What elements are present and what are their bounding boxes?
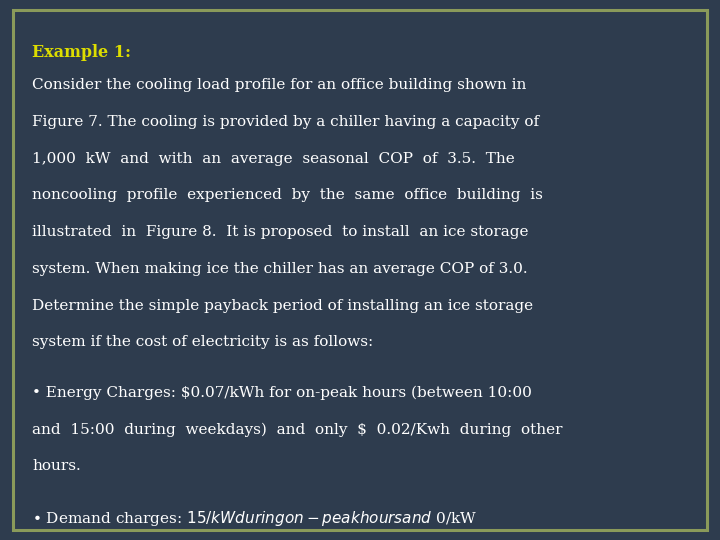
Text: illustrated  in  Figure 8.  It is proposed  to install  an ice storage: illustrated in Figure 8. It is proposed …: [32, 225, 529, 239]
Text: • Demand charges: $15/kW during on-peak hours and $ 0/kW: • Demand charges: $15/kW during on-peak …: [32, 509, 477, 528]
Text: Figure 7. The cooling is provided by a chiller having a capacity of: Figure 7. The cooling is provided by a c…: [32, 115, 539, 129]
Text: Consider the cooling load profile for an office building shown in: Consider the cooling load profile for an…: [32, 78, 527, 92]
Text: and  15:00  during  weekdays)  and  only  $  0.02/Kwh  during  other: and 15:00 during weekdays) and only $ 0.…: [32, 422, 563, 437]
Text: system. When making ice the chiller has an average COP of 3.0.: system. When making ice the chiller has …: [32, 262, 528, 276]
Text: • Energy Charges: $0.07/kWh for on-peak hours (between 10:00: • Energy Charges: $0.07/kWh for on-peak …: [32, 386, 532, 400]
Text: 1,000  kW  and  with  an  average  seasonal  COP  of  3.5.  The: 1,000 kW and with an average seasonal CO…: [32, 152, 515, 166]
Text: Example 1:: Example 1:: [32, 44, 132, 61]
Text: noncooling  profile  experienced  by  the  same  office  building  is: noncooling profile experienced by the sa…: [32, 188, 544, 202]
Text: Determine the simple payback period of installing an ice storage: Determine the simple payback period of i…: [32, 299, 534, 313]
Text: hours.: hours.: [32, 459, 81, 473]
Text: system if the cost of electricity is as follows:: system if the cost of electricity is as …: [32, 335, 374, 349]
